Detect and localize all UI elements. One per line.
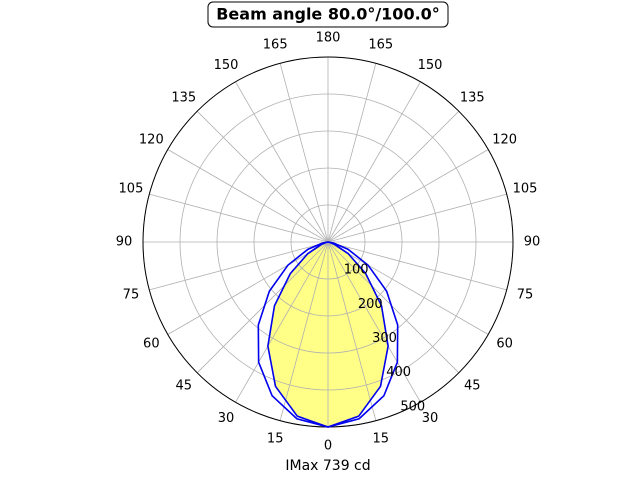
grid-spoke [279,63,329,243]
theta-tick-label: 105 [513,182,538,197]
grid-spoke [327,241,507,291]
grid-spoke [235,81,329,243]
theta-tick-label: 150 [418,58,443,73]
theta-tick-label: 90 [524,235,541,250]
theta-tick-label: 60 [143,337,160,352]
grid-spoke [327,81,421,243]
theta-tick-label: 105 [119,182,144,197]
theta-tick-label: 135 [460,90,485,105]
grid-spoke [327,63,377,243]
grid-spoke [327,241,377,421]
grid-spoke [196,110,329,243]
grid-spoke [327,193,507,243]
x-axis-label: IMax 739 cd [285,458,370,474]
theta-tick-label: 30 [218,411,235,426]
theta-tick-label: 150 [214,58,239,73]
theta-tick-label: 120 [139,133,164,148]
grid-spoke [327,110,460,243]
theta-tick-label: 180 [316,31,341,46]
grid-spoke [149,193,329,243]
theta-tick-label: 15 [267,432,284,447]
grid-spoke [167,241,329,335]
theta-tick-label: 15 [373,432,390,447]
curve [257,241,399,428]
theta-tick-label: 60 [496,337,513,352]
theta-tick-label: 75 [123,287,140,302]
grid-spoke [327,241,421,403]
theta-tick-label: 90 [116,235,133,250]
r-tick-label: 400 [386,365,411,380]
grid-spoke [327,149,489,243]
r-tick-label: 200 [358,297,383,312]
theta-tick-label: 0 [324,439,332,454]
grid-spoke [167,149,329,243]
grid-spoke [196,241,329,374]
theta-tick-label: 45 [464,379,481,394]
theta-tick-label: 45 [175,379,192,394]
theta-tick-label: 30 [422,411,439,426]
theta-tick-label: 165 [368,37,393,52]
theta-tick-label: 165 [263,37,288,52]
r-tick-label: 100 [344,263,369,278]
theta-tick-label: 75 [517,287,534,302]
r-tick-label: 500 [400,399,425,414]
grid-spoke [327,241,460,374]
theta-tick-label: 135 [171,90,196,105]
grid-spoke [279,241,329,421]
chart-title: Beam angle 80.0°/100.0° [216,5,440,24]
r-tick-label: 300 [372,331,397,346]
grid-spoke [149,241,329,291]
grid-spoke [235,241,329,403]
grid-spoke [327,241,489,335]
theta-tick-label: 120 [492,133,517,148]
title-box [207,1,449,28]
